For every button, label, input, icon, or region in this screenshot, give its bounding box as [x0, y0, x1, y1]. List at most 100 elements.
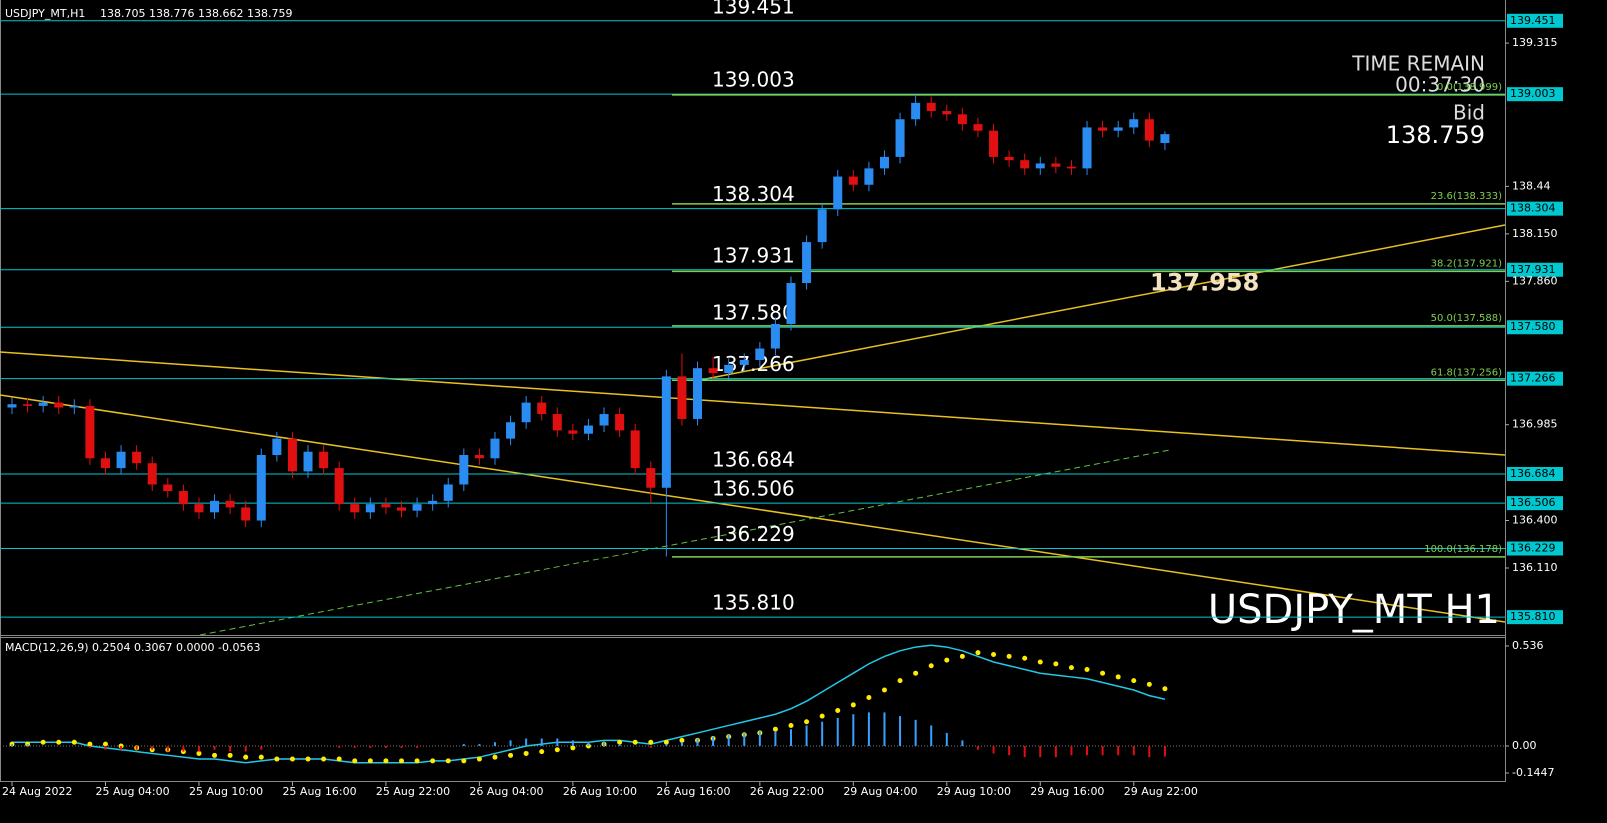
signal-dot [461, 758, 467, 764]
candle-body [490, 438, 500, 459]
candle-body [272, 438, 282, 455]
level-tag-label: 139.003 [1510, 87, 1556, 100]
level-label: 139.451 [712, 0, 795, 18]
signal-dot [1084, 666, 1090, 672]
candle-body [599, 414, 609, 426]
signal-dot [305, 756, 311, 762]
candle-body [957, 114, 967, 125]
candle-body [1113, 127, 1123, 131]
macd-y-tick-label: -0.1447 [1512, 766, 1554, 779]
signal-dot [399, 758, 404, 764]
candle-body [1144, 119, 1154, 141]
signal-dot [1068, 665, 1074, 671]
signal-dot [1162, 686, 1168, 692]
signal-dot [71, 739, 77, 745]
signal-dot [617, 739, 623, 745]
signal-dot [819, 713, 825, 719]
signal-dot [866, 694, 872, 700]
signal-dot [87, 741, 93, 747]
candle-body [178, 491, 188, 505]
candle-body [381, 504, 391, 508]
y-tick-label: 136.110 [1512, 561, 1558, 574]
level-tag [1507, 371, 1563, 386]
level-label: 137.580 [712, 301, 795, 325]
candle-body [615, 414, 625, 431]
candle-body [163, 484, 173, 492]
signal-dot [632, 739, 638, 745]
candle-body [848, 176, 858, 185]
signal-dot [881, 687, 887, 693]
signal-dot [897, 678, 903, 684]
candle-body [864, 168, 874, 185]
candle-body [802, 242, 812, 284]
candle-body [443, 484, 453, 501]
level-tag [1507, 496, 1563, 511]
candle-body [942, 111, 952, 115]
signal-dot [321, 756, 327, 762]
fib-label: 61.8(137.256) [1431, 367, 1503, 378]
level-tag-label: 137.580 [1510, 320, 1556, 333]
candle-body [895, 119, 905, 157]
fib-label: 50.0(137.588) [1431, 313, 1503, 324]
candle-body [677, 376, 687, 419]
x-tick-label: 25 Aug 22:00 [376, 785, 450, 798]
signal-dot [1006, 653, 1012, 659]
level-tag [1507, 541, 1563, 556]
signal-dot [804, 719, 810, 725]
level-tag [1507, 262, 1563, 277]
bid: 138.759 [1386, 121, 1485, 149]
signal-dot [1053, 661, 1059, 667]
signal-dot [1131, 678, 1137, 684]
y-tick-label: 136.985 [1512, 418, 1558, 431]
candle-body [23, 404, 33, 406]
signal-dot [445, 758, 451, 764]
y-tick-label: 138.150 [1512, 227, 1558, 240]
signal-dot [928, 663, 934, 669]
candle-body [147, 463, 157, 485]
candle-body [693, 368, 703, 419]
signal-dot [56, 739, 62, 745]
candle-body [568, 430, 578, 434]
trend-line [699, 224, 1506, 381]
signal-dot [367, 758, 373, 764]
signal-dot [1037, 659, 1043, 665]
level-label: 139.003 [712, 68, 795, 92]
signal-dot [772, 726, 778, 732]
candle-body [334, 468, 344, 505]
signal-dot [508, 752, 514, 758]
candle-body [817, 209, 827, 243]
candle-body [1066, 166, 1076, 169]
candle-body [459, 454, 469, 485]
signal-dot [243, 754, 249, 760]
level-label: 136.506 [712, 477, 795, 501]
signal-dot [554, 747, 560, 753]
level-label: 138.304 [712, 182, 795, 206]
candle-body [319, 451, 329, 469]
signal-dot [570, 745, 576, 751]
signal-dot [476, 756, 482, 762]
signal-dot [913, 670, 919, 676]
x-tick-label: 29 Aug 16:00 [1030, 785, 1104, 798]
y-tick-label: 137.860 [1512, 274, 1558, 287]
level-tag-label: 137.931 [1510, 263, 1556, 276]
candle-body [552, 414, 562, 431]
signal-dot [212, 752, 218, 758]
level-label: 136.684 [712, 447, 795, 471]
time-remain: 00:37:30 [1395, 73, 1485, 97]
signal-dot [258, 754, 264, 760]
x-tick-label: 26 Aug 22:00 [750, 785, 824, 798]
signal-dot [492, 754, 498, 760]
x-tick-label: 26 Aug 16:00 [656, 785, 730, 798]
candle-body [630, 430, 640, 469]
signal-dot [1022, 655, 1028, 661]
candle-body [397, 507, 406, 511]
candle-body [54, 402, 64, 408]
signal-dot [274, 756, 280, 762]
candle-body [256, 454, 266, 521]
candle-body [69, 405, 79, 408]
candle-body [132, 451, 142, 464]
signal-dot [352, 758, 358, 764]
